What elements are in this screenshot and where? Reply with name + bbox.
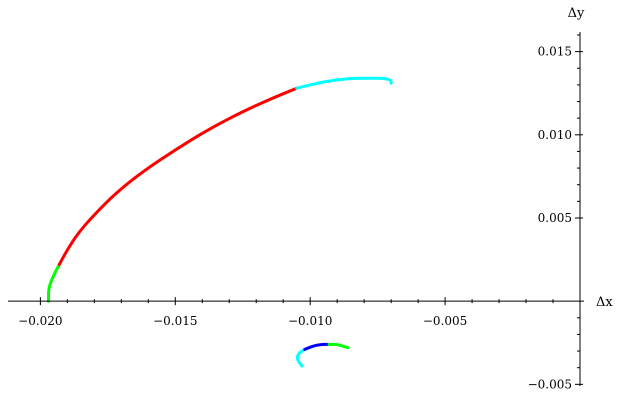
y-tick-label: 0.010 — [538, 128, 572, 142]
y-tick-label: −0.005 — [528, 377, 572, 391]
x-axis-label: Δx — [596, 295, 613, 310]
trajectory-segment-5 — [327, 342, 350, 350]
x-tick-label: −0.010 — [288, 314, 332, 328]
series-layer — [46, 76, 393, 368]
x-tick-label: −0.020 — [18, 314, 62, 328]
trajectory-segment-2 — [295, 76, 393, 90]
trajectory-segment-0 — [46, 263, 61, 303]
trajectory-segment-4 — [303, 342, 331, 351]
y-axis-label: Δy — [568, 6, 585, 21]
trajectory-segment-3 — [295, 347, 307, 368]
tick-layer: −0.020 −0.015 −0.010 −0.005 −0.005 0.005 0.010… — [18, 34, 583, 391]
x-tick-label: −0.005 — [423, 314, 467, 328]
x-tick-label: −0.015 — [153, 314, 197, 328]
y-tick-label: 0.005 — [538, 211, 572, 225]
y-tick-label: 0.015 — [538, 45, 572, 59]
trajectory-segment-1 — [57, 86, 299, 267]
